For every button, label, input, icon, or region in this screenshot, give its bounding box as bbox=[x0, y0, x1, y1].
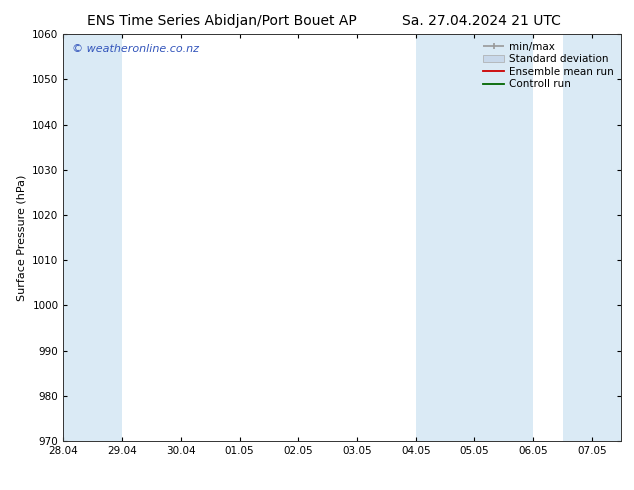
Legend: min/max, Standard deviation, Ensemble mean run, Controll run: min/max, Standard deviation, Ensemble me… bbox=[481, 40, 616, 92]
Bar bbox=[562, 34, 621, 441]
Y-axis label: Surface Pressure (hPa): Surface Pressure (hPa) bbox=[16, 174, 27, 301]
Text: ENS Time Series Abidjan/Port Bouet AP: ENS Time Series Abidjan/Port Bouet AP bbox=[87, 14, 357, 28]
Text: © weatheronline.co.nz: © weatheronline.co.nz bbox=[72, 45, 199, 54]
Bar bbox=[34, 34, 122, 441]
Bar bbox=[416, 34, 533, 441]
Text: Sa. 27.04.2024 21 UTC: Sa. 27.04.2024 21 UTC bbox=[403, 14, 561, 28]
